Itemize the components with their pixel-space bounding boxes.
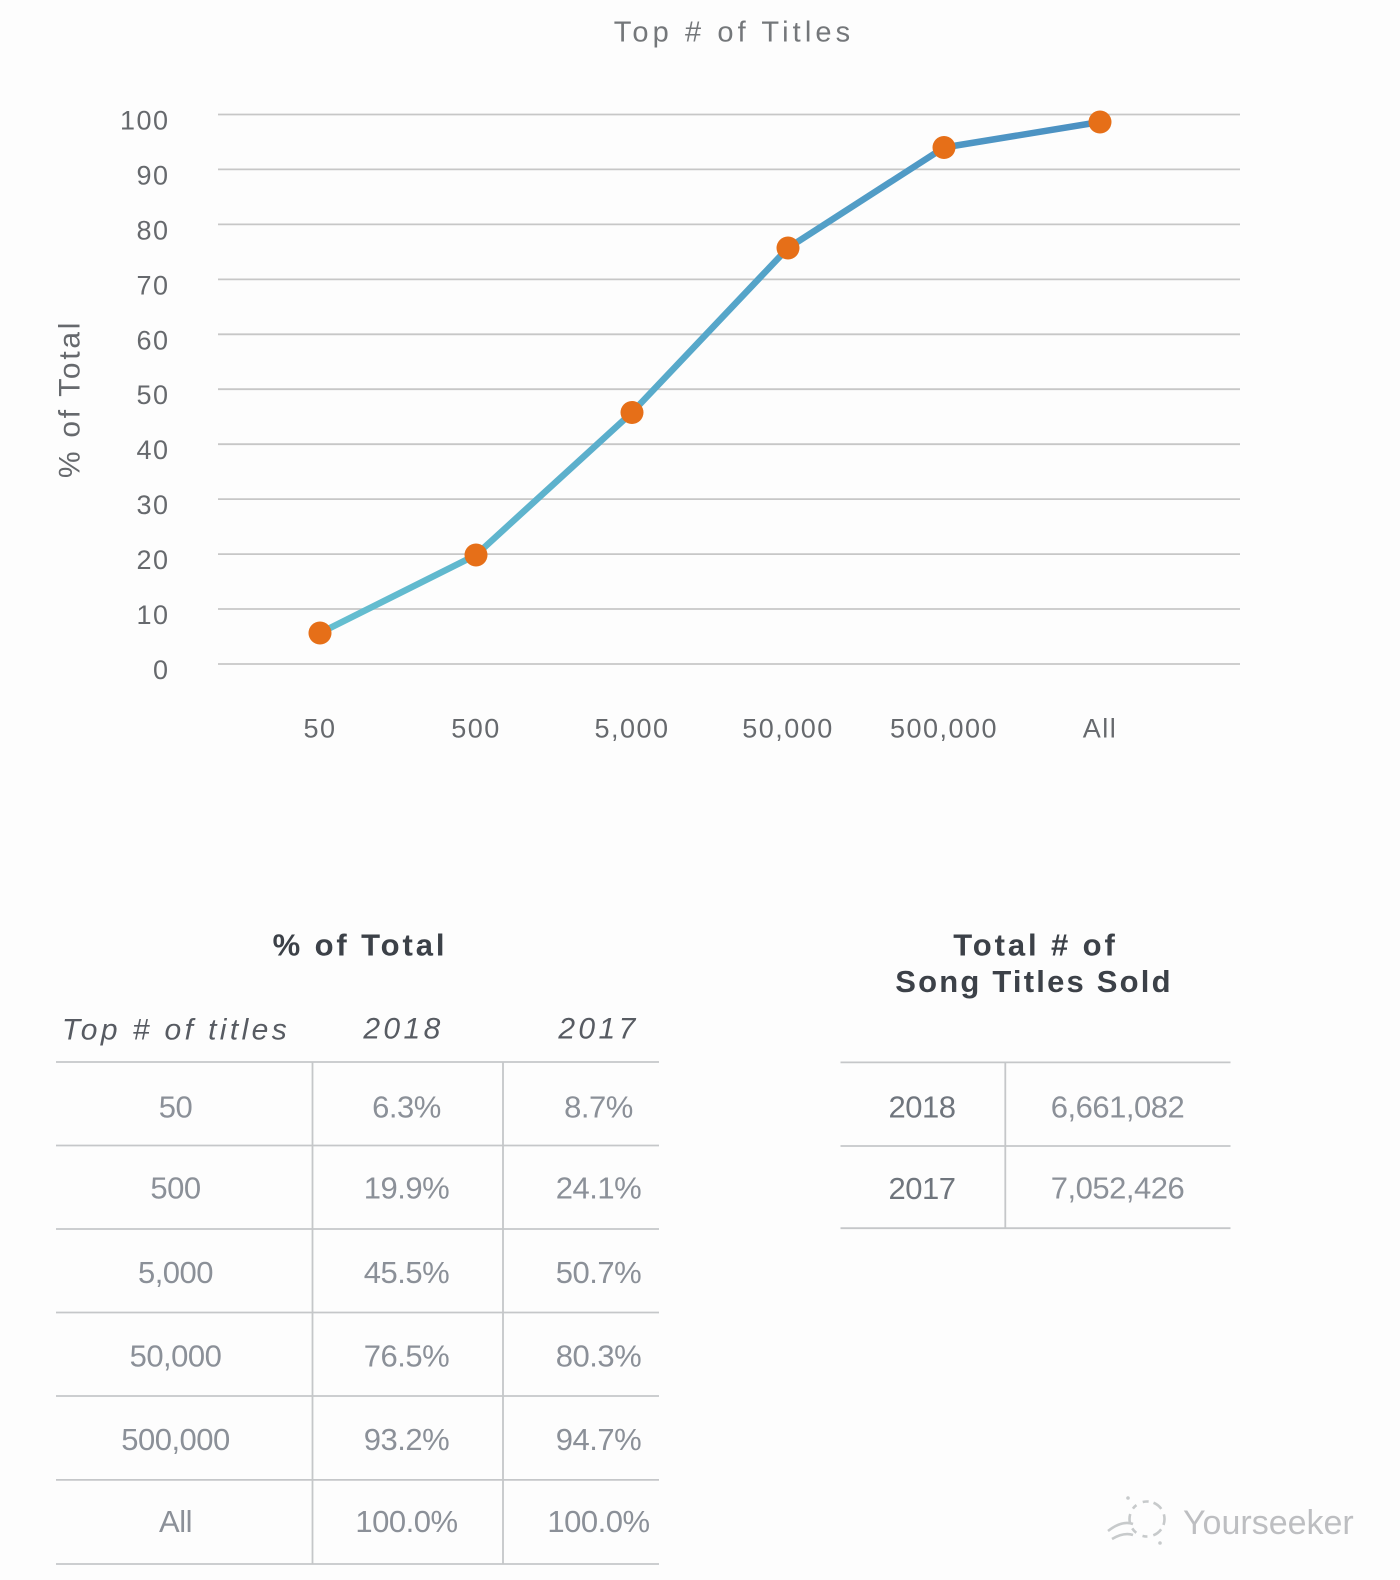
svg-text:60: 60 [136,325,169,355]
svg-text:76.5%: 76.5% [364,1339,449,1374]
svg-text:7,052,426: 7,052,426 [1051,1171,1184,1206]
svg-text:45.5%: 45.5% [364,1255,449,1290]
svg-text:5,000: 5,000 [594,714,669,744]
svg-text:50,000: 50,000 [742,714,834,744]
svg-text:100: 100 [120,106,170,136]
svg-text:50,000: 50,000 [130,1339,222,1374]
svg-text:40: 40 [136,435,169,465]
svg-text:50: 50 [303,714,336,744]
svg-text:70: 70 [136,270,169,300]
svg-text:500: 500 [451,714,501,744]
svg-text:500,000: 500,000 [890,714,998,744]
svg-text:100.0%: 100.0% [547,1504,649,1539]
svg-text:2017: 2017 [557,1013,638,1046]
svg-text:94.7%: 94.7% [556,1422,641,1457]
svg-text:30: 30 [136,490,169,520]
svg-text:20: 20 [136,545,169,575]
svg-text:80: 80 [136,215,169,245]
svg-text:100.0%: 100.0% [355,1504,457,1539]
svg-text:% of Total: % of Total [273,928,448,963]
svg-text:Total # of: Total # of [953,928,1117,963]
svg-text:50: 50 [136,380,169,410]
svg-text:Song Titles Sold: Song Titles Sold [895,964,1172,999]
svg-text:90: 90 [136,160,169,190]
svg-text:500,000: 500,000 [121,1422,230,1457]
svg-text:50: 50 [159,1090,193,1125]
svg-text:2018: 2018 [362,1013,443,1046]
svg-text:6.3%: 6.3% [372,1090,441,1125]
svg-text:% of Total: % of Total [54,320,87,478]
svg-text:2018: 2018 [889,1090,956,1125]
svg-text:24.1%: 24.1% [556,1171,641,1206]
svg-text:10: 10 [136,600,169,630]
svg-text:80.3%: 80.3% [556,1339,641,1374]
svg-text:93.2%: 93.2% [364,1422,449,1457]
svg-text:Yourseeker: Yourseeker [1183,1504,1354,1542]
svg-text:50.7%: 50.7% [556,1255,641,1290]
svg-text:0: 0 [153,655,170,685]
svg-text:All: All [1083,714,1118,744]
svg-text:6,661,082: 6,661,082 [1051,1090,1184,1125]
svg-text:Top # of Titles: Top # of Titles [614,17,854,49]
svg-text:Top # of titles: Top # of titles [62,1014,290,1047]
svg-text:2017: 2017 [889,1171,956,1206]
svg-text:500: 500 [150,1171,200,1206]
svg-text:5,000: 5,000 [138,1255,213,1290]
svg-text:All: All [159,1504,192,1539]
svg-text:8.7%: 8.7% [564,1090,633,1125]
svg-text:19.9%: 19.9% [364,1171,449,1206]
